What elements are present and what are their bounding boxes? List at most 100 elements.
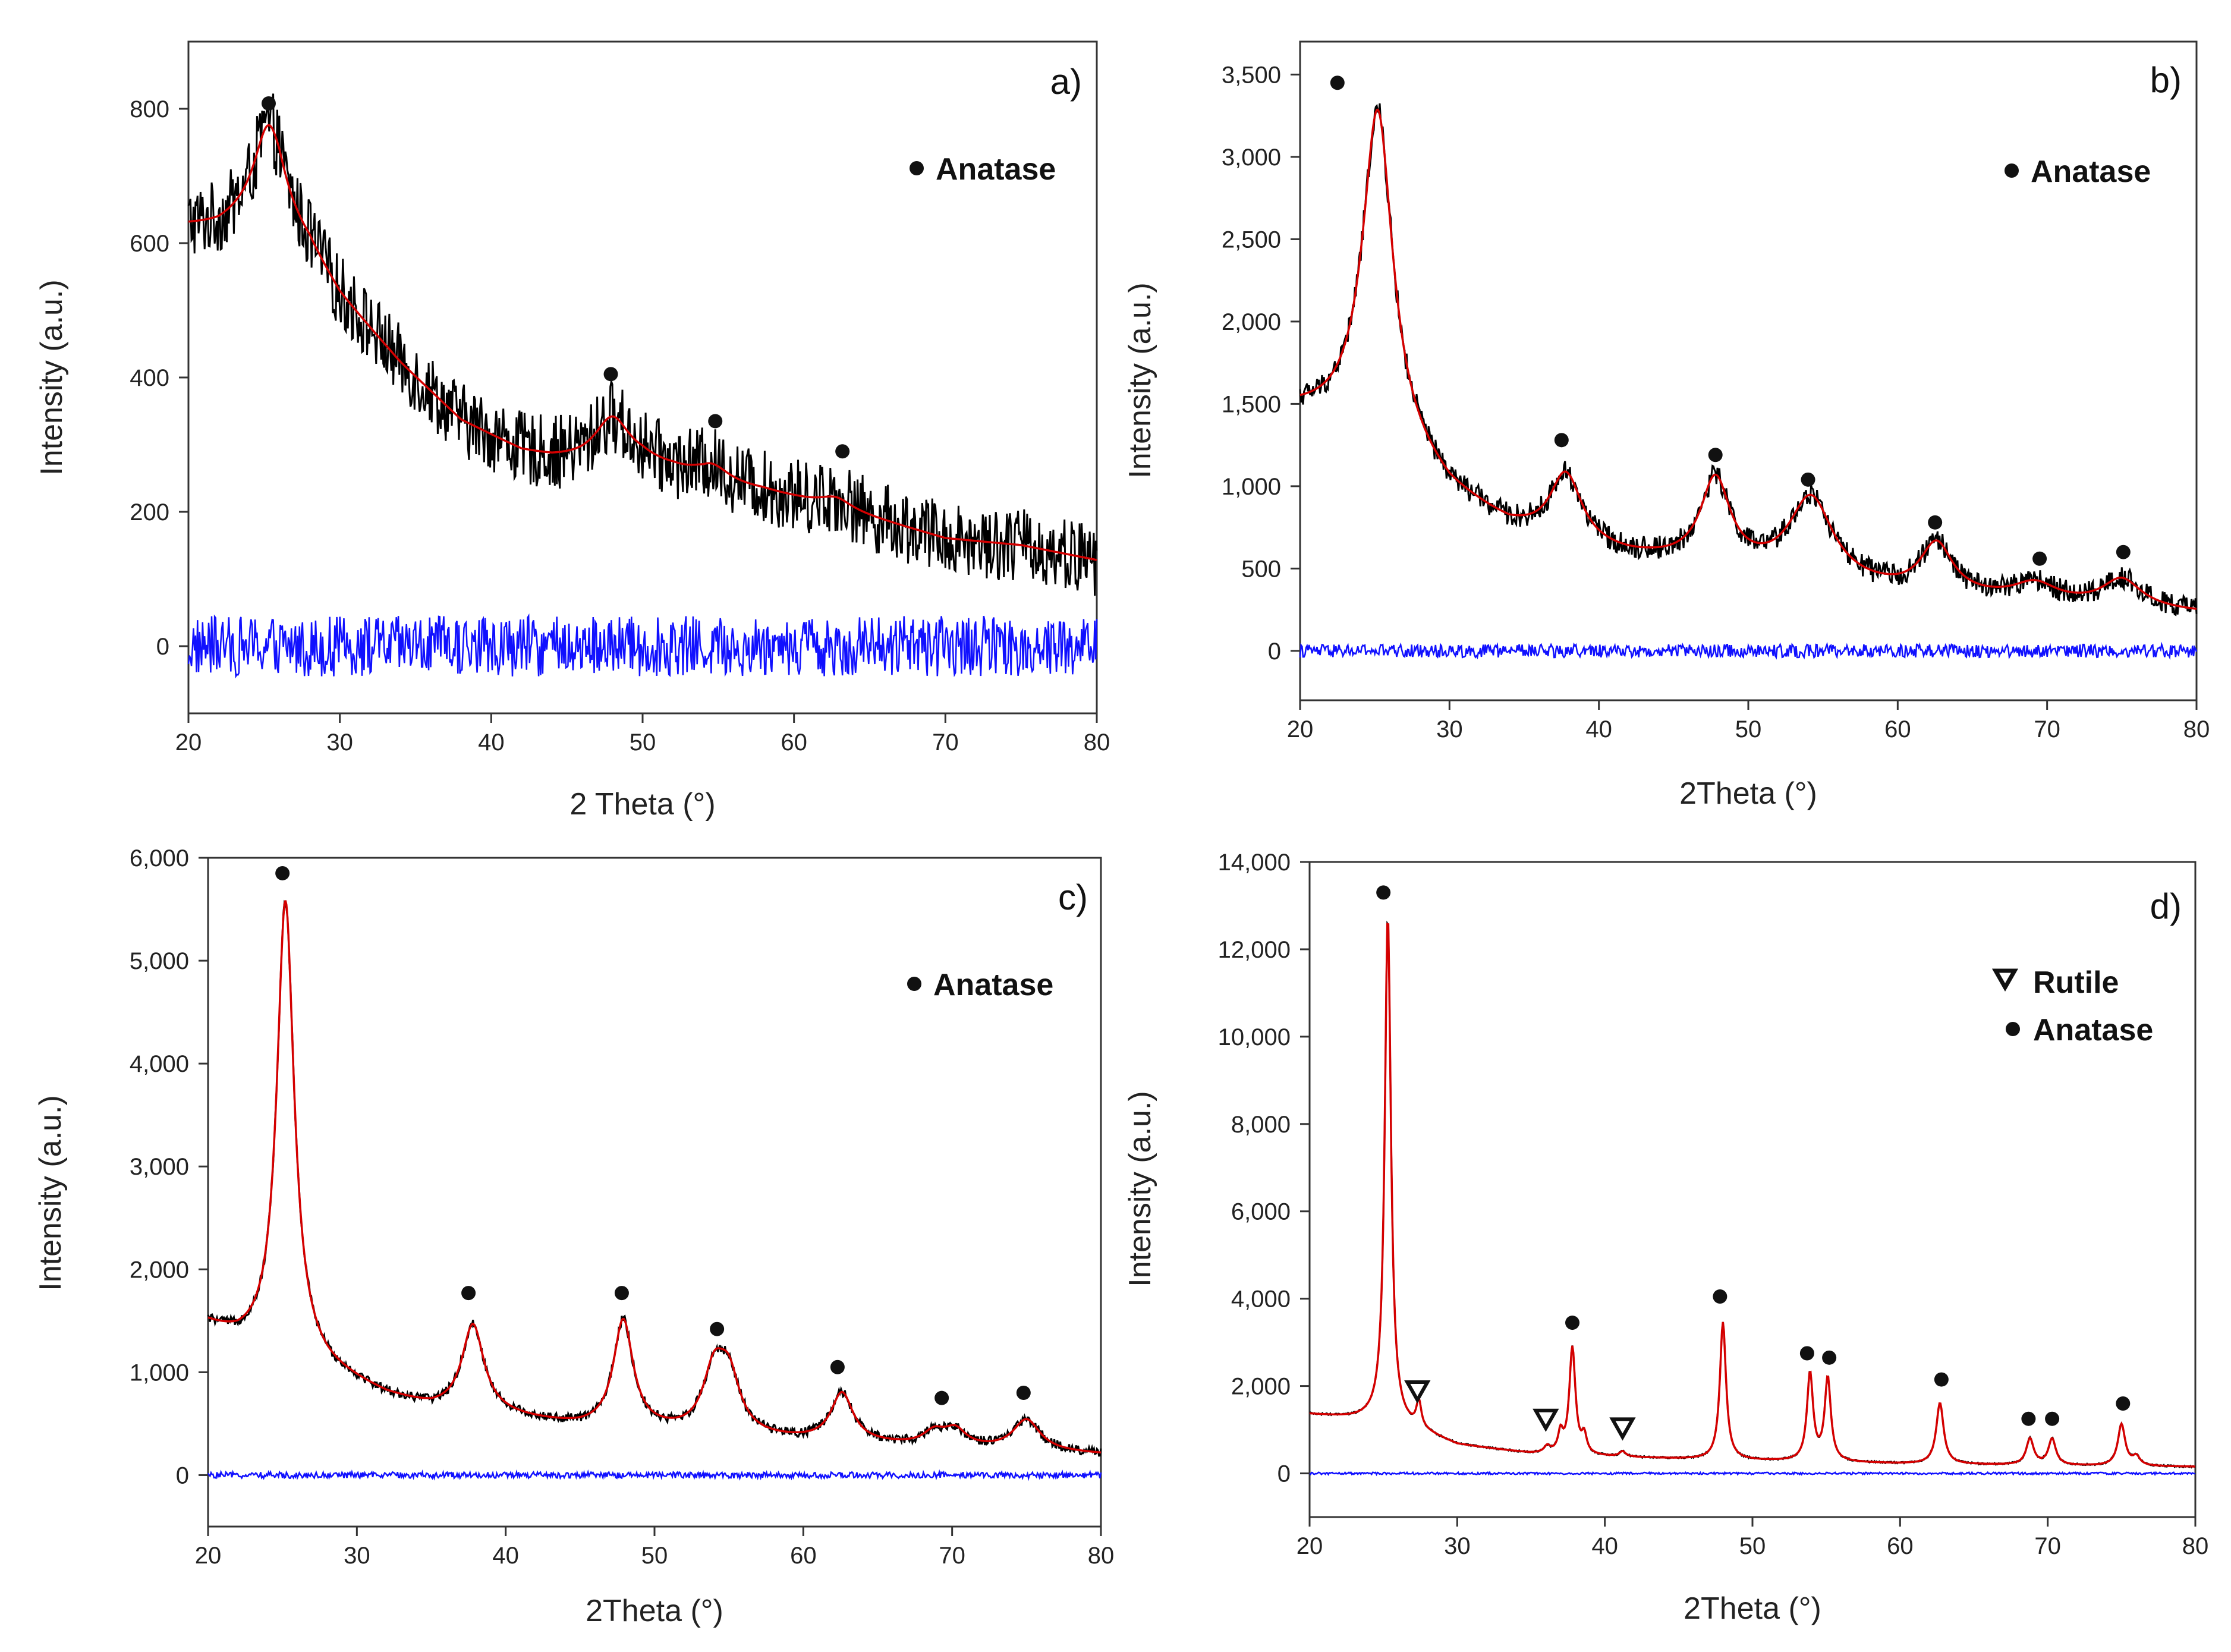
panel-b-xtick-label: 20: [1287, 716, 1314, 742]
panel-d-anatase-marker-icon: [1713, 1289, 1727, 1304]
panel-c-legend: Anatase: [907, 968, 1053, 1002]
panel-d: 20 30 40 50 60 70 80 0 2,000 4,000 6,000 8,000 10,00…: [1123, 849, 2208, 1626]
panel-b-difference-line: [1299, 641, 2198, 660]
panel-d-legend-triangle-icon: [1991, 968, 2019, 992]
panel-a-ytick-label: 800: [130, 96, 169, 122]
panel-c-observed-line: [207, 899, 1102, 1457]
panel-d-legend-rutile: Rutile: [2033, 965, 2119, 1000]
panel-a-legend-anatase: Anatase: [936, 152, 1056, 187]
panel-a-legend-dot-icon: [910, 161, 924, 175]
panel-b-xtick-label: 60: [1884, 716, 1911, 742]
panel-b-ytick-label: 1,500: [1222, 391, 1281, 417]
panel-b-anatase-marker-icon: [1554, 433, 1569, 448]
panel-c-anatase-marker-icon: [710, 1321, 725, 1336]
panel-c-ytick-label: 0: [176, 1462, 189, 1489]
panel-a-anatase-marker-icon: [261, 96, 276, 111]
panel-c-xtick-label: 40: [492, 1543, 519, 1569]
panel-c-anatase-marker-icon: [1016, 1386, 1031, 1400]
panel-c-legend-dot-icon: [907, 977, 921, 991]
panel-d-anatase-marker-icon: [1376, 885, 1391, 900]
panel-d-ticks: 20 30 40 50 60 70 80 0 2,000 4,000 6,000 8,000 10,00…: [1218, 849, 2209, 1559]
panel-b-series: [1299, 103, 2198, 660]
panel-d-anatase-marker-icon: [2116, 1396, 2131, 1411]
panel-a-ytick-label: 0: [156, 634, 169, 660]
panel-d-series: [1309, 920, 2196, 1477]
panel-b-xtick-label: 50: [1735, 716, 1762, 742]
panel-d-anatase-marker-icon: [1822, 1350, 1837, 1365]
panel-d-ytick-label: 12,000: [1218, 937, 1291, 963]
panel-d-xlabel: 2Theta (°): [1684, 1591, 1821, 1626]
panel-d-ytick-label: 10,000: [1218, 1024, 1291, 1050]
panel-d-ytick-label: 2,000: [1231, 1374, 1291, 1400]
panel-d-ylabel: Intensity (a.u.): [1123, 1091, 1157, 1286]
panel-c-ytick-label: 4,000: [130, 1051, 189, 1077]
panel-d-anatase-marker-icon: [1934, 1372, 1949, 1387]
panel-d-ytick-label: 8,000: [1231, 1112, 1291, 1138]
panel-b-anatase-marker-icon: [2116, 545, 2131, 559]
panel-a-series: [187, 93, 1098, 679]
panel-d-ytick-label: 6,000: [1231, 1199, 1291, 1225]
panel-d-observed-line: [1309, 920, 2196, 1469]
panel-a-xtick-label: 20: [175, 729, 202, 756]
panel-b-markers: [1330, 75, 2131, 566]
panel-c-xtick-label: 20: [195, 1543, 222, 1569]
panel-a-label: a): [1050, 62, 1082, 102]
panel-b: 20 30 40 50 60 70 80 0 500 1,000 1,500 2,000 2,500 3,…: [1123, 40, 2210, 811]
panel-b-ytick-label: 2,500: [1222, 226, 1281, 253]
panel-b-ticks: 20 30 40 50 60 70 80 0 500 1,000 1,500 2,000 2,500 3,…: [1222, 62, 2210, 742]
panel-c-legend-anatase: Anatase: [933, 968, 1053, 1002]
panel-a-xtick-label: 80: [1084, 729, 1110, 756]
panel-b-legend-anatase: Anatase: [2031, 155, 2151, 189]
panel-c-ylabel: Intensity (a.u.): [33, 1095, 68, 1291]
panel-c-anatase-marker-icon: [275, 866, 290, 880]
panel-a-anatase-marker-icon: [708, 414, 723, 429]
panel-b-fit-line: [1299, 108, 2197, 611]
panel-c-difference-line: [207, 1469, 1102, 1481]
panel-b-xtick-label: 80: [2183, 716, 2210, 742]
panel-b-anatase-marker-icon: [1708, 448, 1723, 462]
panel-d-xtick-label: 60: [1887, 1533, 1914, 1559]
panel-d-xtick-label: 70: [2034, 1533, 2061, 1559]
panel-d-ytick-label: 4,000: [1231, 1286, 1291, 1313]
panel-b-observed-line: [1299, 103, 2198, 616]
panel-a-difference-line: [187, 613, 1098, 679]
panel-d-xtick-label: 80: [2182, 1533, 2209, 1559]
panel-b-xtick-label: 40: [1585, 716, 1612, 742]
panel-d-xtick-label: 40: [1591, 1533, 1618, 1559]
panel-c-xtick-label: 60: [790, 1543, 817, 1569]
panel-d-legend-dot-icon: [2006, 1022, 2020, 1036]
panel-d-ytick-label: 0: [1277, 1461, 1291, 1487]
panel-c: 20 30 40 50 60 70 80 0 1,000 2,000 3,000 4,000 5,000…: [33, 845, 1114, 1628]
panel-c-xtick-label: 70: [939, 1543, 965, 1569]
panel-c-xtick-label: 30: [344, 1543, 370, 1569]
panel-d-xtick-label: 30: [1444, 1533, 1471, 1559]
panel-a-anatase-marker-icon: [835, 444, 850, 459]
panel-a-frame: [187, 40, 1098, 715]
panel-b-label: b): [2150, 60, 2182, 100]
panel-d-anatase-marker-icon: [1565, 1316, 1580, 1330]
panel-c-anatase-marker-icon: [461, 1286, 476, 1301]
panel-a-xtick-label: 60: [781, 729, 807, 756]
panel-a-fit-line: [188, 124, 1097, 561]
panel-b-anatase-marker-icon: [2032, 551, 2047, 566]
panel-c-ticks: 20 30 40 50 60 70 80 0 1,000 2,000 3,000 4,000 5,000…: [130, 845, 1114, 1569]
panel-a-anatase-marker-icon: [603, 367, 618, 382]
panel-c-ytick-label: 2,000: [130, 1257, 189, 1283]
panel-a-legend: Anatase: [910, 152, 1056, 187]
panel-b-ytick-label: 0: [1268, 638, 1281, 665]
panel-c-ytick-label: 6,000: [130, 845, 189, 871]
panel-d-legend-anatase: Anatase: [2033, 1013, 2153, 1047]
panel-a-ytick-label: 400: [130, 365, 169, 391]
panel-a-ylabel: Intensity (a.u.): [34, 279, 69, 475]
panel-b-legend: Anatase: [2005, 155, 2151, 189]
panel-b-ytick-label: 3,500: [1222, 62, 1281, 88]
panel-d-rutile-marker-icon: [1404, 1380, 1431, 1404]
panel-c-ytick-label: 3,000: [130, 1154, 189, 1180]
panel-c-anatase-marker-icon: [614, 1286, 629, 1301]
panel-d-markers: [1376, 885, 2131, 1441]
panel-c-markers: [275, 866, 1031, 1405]
panel-c-frame: [207, 857, 1102, 1528]
